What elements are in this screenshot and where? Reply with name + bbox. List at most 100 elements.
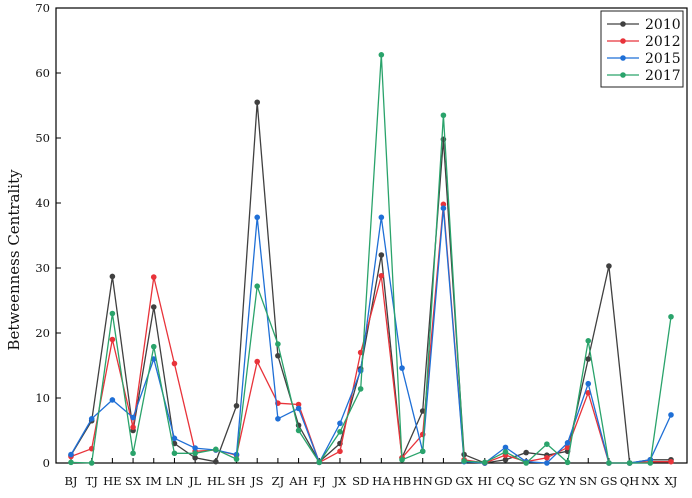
legend-marker xyxy=(620,21,626,27)
x-tick-label: GD xyxy=(434,474,452,488)
data-point xyxy=(544,460,550,466)
data-point xyxy=(378,52,385,58)
data-point xyxy=(254,99,261,106)
series-2015 xyxy=(68,205,674,466)
x-tick-label: SD xyxy=(352,474,369,488)
y-tick-label: 40 xyxy=(35,196,50,210)
data-point xyxy=(254,283,261,290)
data-point xyxy=(150,274,157,280)
data-point xyxy=(440,205,447,211)
data-point xyxy=(254,358,261,365)
data-point xyxy=(564,459,571,466)
data-point xyxy=(109,310,116,317)
x-tick-label: LN xyxy=(166,474,184,488)
series-line-2015 xyxy=(70,208,672,464)
x-tick-label: HN xyxy=(413,474,433,488)
x-tick-label: BJ xyxy=(64,474,77,488)
data-point xyxy=(585,338,592,344)
x-tick-label: SC xyxy=(518,474,535,488)
legend-marker xyxy=(620,55,626,61)
series-2010 xyxy=(68,99,674,466)
legend-marker xyxy=(620,38,626,44)
data-point xyxy=(130,450,136,457)
data-point xyxy=(544,455,550,461)
data-point xyxy=(316,459,323,466)
data-point xyxy=(481,459,488,466)
data-point xyxy=(130,424,136,431)
y-tick-label: 30 xyxy=(35,261,50,275)
y-axis-label: Betweenness Centrality xyxy=(5,169,23,351)
data-point xyxy=(606,263,612,269)
plot-frame xyxy=(55,7,688,464)
x-tick-label: GS xyxy=(600,474,617,488)
series-2017 xyxy=(68,52,674,466)
data-point xyxy=(668,313,674,320)
x-tick-label: HA xyxy=(372,474,391,488)
data-point xyxy=(502,449,509,455)
data-point xyxy=(295,427,302,434)
series-line-2012 xyxy=(70,204,671,464)
x-tick-label: HE xyxy=(103,474,121,488)
data-point xyxy=(275,416,281,422)
data-point xyxy=(88,416,95,422)
data-point xyxy=(109,273,116,280)
x-tick-label: SN xyxy=(579,474,597,488)
data-point xyxy=(337,429,343,435)
data-point xyxy=(254,214,261,221)
data-point xyxy=(544,441,550,447)
x-tick-label: IM xyxy=(146,474,163,488)
data-point xyxy=(626,460,633,466)
data-point xyxy=(647,460,654,466)
data-point xyxy=(564,440,571,446)
x-tick-label: XJ xyxy=(665,474,678,488)
data-point xyxy=(337,448,343,455)
data-point xyxy=(461,458,467,464)
data-point xyxy=(295,401,302,408)
x-tick-label: SH xyxy=(228,474,246,488)
x-tick-label: SX xyxy=(125,474,142,488)
data-point xyxy=(233,403,240,409)
legend-label: 2015 xyxy=(645,51,681,67)
data-point xyxy=(109,397,116,403)
data-point xyxy=(357,386,364,392)
legend-label: 2012 xyxy=(645,34,681,50)
x-tick-label: FJ xyxy=(313,474,326,488)
data-point xyxy=(150,304,157,310)
data-point xyxy=(523,449,529,456)
series-line-2010 xyxy=(70,102,671,464)
y-tick-label: 60 xyxy=(35,66,50,80)
data-point xyxy=(150,343,157,350)
x-tick-label: YN xyxy=(558,474,577,488)
data-point xyxy=(502,444,509,451)
data-point xyxy=(192,445,198,451)
legend-label: 2017 xyxy=(645,68,681,84)
x-tick-label: TJ xyxy=(86,474,99,488)
data-point xyxy=(192,455,198,461)
data-point xyxy=(585,356,592,362)
data-point xyxy=(171,435,178,442)
x-tick-label: NX xyxy=(641,474,660,488)
data-point xyxy=(68,451,74,458)
data-point xyxy=(585,380,592,387)
data-point xyxy=(523,460,529,466)
data-point xyxy=(399,456,405,463)
series-line-2017 xyxy=(70,54,672,464)
data-point xyxy=(440,201,447,208)
data-point xyxy=(502,456,509,463)
data-point xyxy=(419,448,426,455)
data-point xyxy=(275,352,281,359)
x-tick-label: GX xyxy=(455,474,473,488)
data-point xyxy=(68,459,74,466)
x-tick-label: JS xyxy=(250,474,264,488)
data-point xyxy=(192,450,198,457)
data-point xyxy=(337,420,343,427)
data-point xyxy=(606,460,612,466)
data-point xyxy=(150,356,157,362)
data-point xyxy=(295,405,302,412)
y-tick-label: 50 xyxy=(35,131,50,145)
y-tick-label: 70 xyxy=(35,1,50,15)
y-tick-label: 20 xyxy=(35,326,50,340)
x-tick-label: JX xyxy=(333,474,348,488)
x-tick-label: GZ xyxy=(538,474,555,488)
